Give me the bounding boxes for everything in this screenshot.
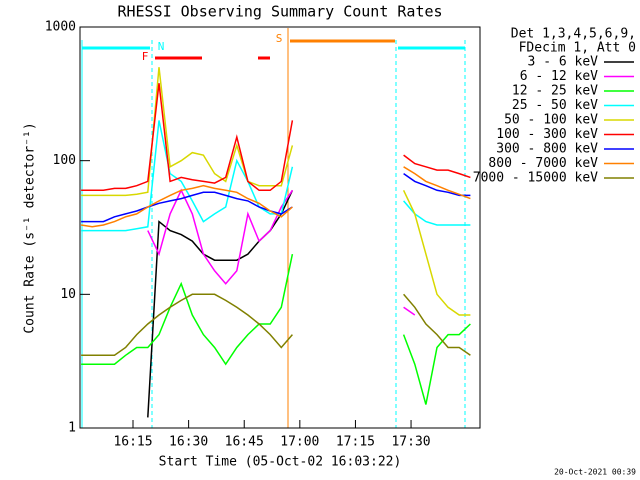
legend-label: 25 - 50 keV xyxy=(512,98,598,113)
y-tick-label: 10 xyxy=(60,287,76,302)
legend-label: 7000 - 15000 keV xyxy=(473,171,598,186)
legend-label: 100 - 300 keV xyxy=(496,127,598,142)
x-tick-label: 17:00 xyxy=(280,435,319,450)
flag-label: F xyxy=(142,50,149,63)
y-axis-label: Count Rate (s⁻¹ detector⁻¹) xyxy=(23,122,38,333)
legend-label: 300 - 800 keV xyxy=(496,142,598,157)
series-line xyxy=(81,293,471,357)
legend-label: 12 - 25 keV xyxy=(512,84,598,99)
series-line xyxy=(81,253,471,405)
series-line xyxy=(148,190,404,417)
y-tick-label: 1 xyxy=(68,421,76,436)
x-tick-label: 17:15 xyxy=(336,435,375,450)
series-line xyxy=(80,166,471,228)
x-tick-label: 16:30 xyxy=(169,435,208,450)
flags: N F S xyxy=(81,28,466,428)
y-tick-label: 100 xyxy=(53,153,76,168)
legend-header: Det 1,3,4,5,6,9, xyxy=(511,27,636,42)
series-line xyxy=(147,188,416,316)
x-tick-label: 16:15 xyxy=(113,435,152,450)
chart-title: RHESSI Observing Summary Count Rates xyxy=(117,3,442,21)
legend-label: 50 - 100 keV xyxy=(504,113,598,128)
flag-label: S xyxy=(276,32,283,45)
series-line xyxy=(81,67,471,316)
flag-label: N xyxy=(158,40,165,53)
legend-header: FDecim 1, Att 0 xyxy=(519,41,636,56)
x-tick-label: 17:30 xyxy=(391,435,430,450)
x-axis-label: Start Time (05-Oct-02 16:03:22) xyxy=(159,455,402,470)
legend-label: 3 - 6 keV xyxy=(528,55,599,70)
legend-label: 800 - 7000 keV xyxy=(488,156,598,171)
y-tick-label: 1000 xyxy=(45,20,76,35)
series-line xyxy=(81,172,471,223)
legend-label: 6 - 12 keV xyxy=(520,69,598,84)
footer: 20-Oct-2021 00:39 xyxy=(554,468,636,477)
plot-frame xyxy=(79,26,481,429)
x-tick-label: 16:45 xyxy=(225,435,264,450)
series-line xyxy=(81,83,471,192)
